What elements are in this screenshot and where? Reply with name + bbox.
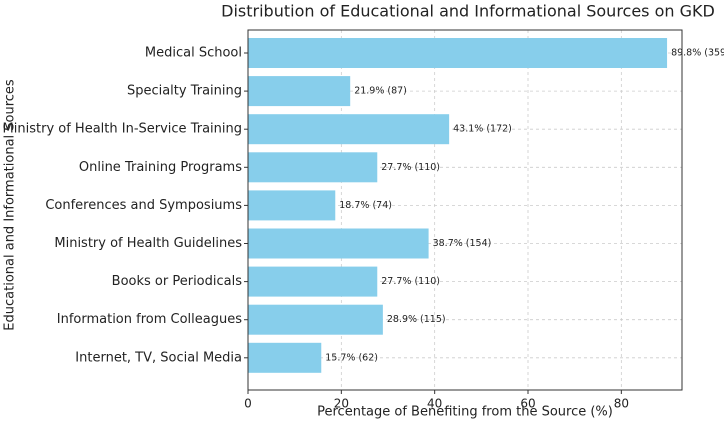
x-tick-label: 80 <box>614 397 629 411</box>
bar <box>248 114 450 145</box>
y-tick-label: Online Training Programs <box>79 160 242 175</box>
x-tick-label: 20 <box>334 397 349 411</box>
y-tick-label: Internet, TV, Social Media <box>75 350 242 365</box>
bar <box>248 76 351 107</box>
y-tick-label: Ministry of Health Guidelines <box>54 236 242 251</box>
x-tick-label: 60 <box>520 397 535 411</box>
chart-title: Distribution of Educational and Informat… <box>221 2 715 21</box>
y-axis-label: Educational and Informational Sources <box>3 79 18 331</box>
data-label: 27.7% (110) <box>381 276 440 287</box>
y-tick-label: Books or Periodicals <box>112 274 243 289</box>
data-label: 43.1% (172) <box>453 124 512 135</box>
data-label: 89.8% (359) <box>671 48 724 59</box>
bar <box>248 304 383 335</box>
data-label: 21.9% (87) <box>354 86 407 97</box>
y-tick-label: Specialty Training <box>127 84 242 99</box>
data-label: 18.7% (74) <box>339 200 392 211</box>
y-tick-label: Conferences and Symposiums <box>45 198 242 213</box>
data-label: 27.7% (110) <box>381 162 440 173</box>
y-tick-label: Ministry of Health In-Service Training <box>3 122 242 137</box>
bar <box>248 228 429 259</box>
bar <box>248 342 322 373</box>
plot-frame <box>247 29 683 391</box>
y-tick-label: Medical School <box>145 46 242 61</box>
data-label: 28.9% (115) <box>387 314 446 325</box>
x-axis-label: Percentage of Benefiting from the Source… <box>317 405 613 420</box>
x-tick-label: 40 <box>427 397 442 411</box>
bar <box>248 152 378 183</box>
bar <box>248 190 336 221</box>
bar <box>248 266 378 297</box>
data-label: 38.7% (154) <box>433 238 492 249</box>
data-label: 15.7% (62) <box>325 352 378 363</box>
y-tick-label: Information from Colleagues <box>57 312 242 327</box>
bar <box>248 38 668 68</box>
x-tick-label: 0 <box>244 397 252 411</box>
